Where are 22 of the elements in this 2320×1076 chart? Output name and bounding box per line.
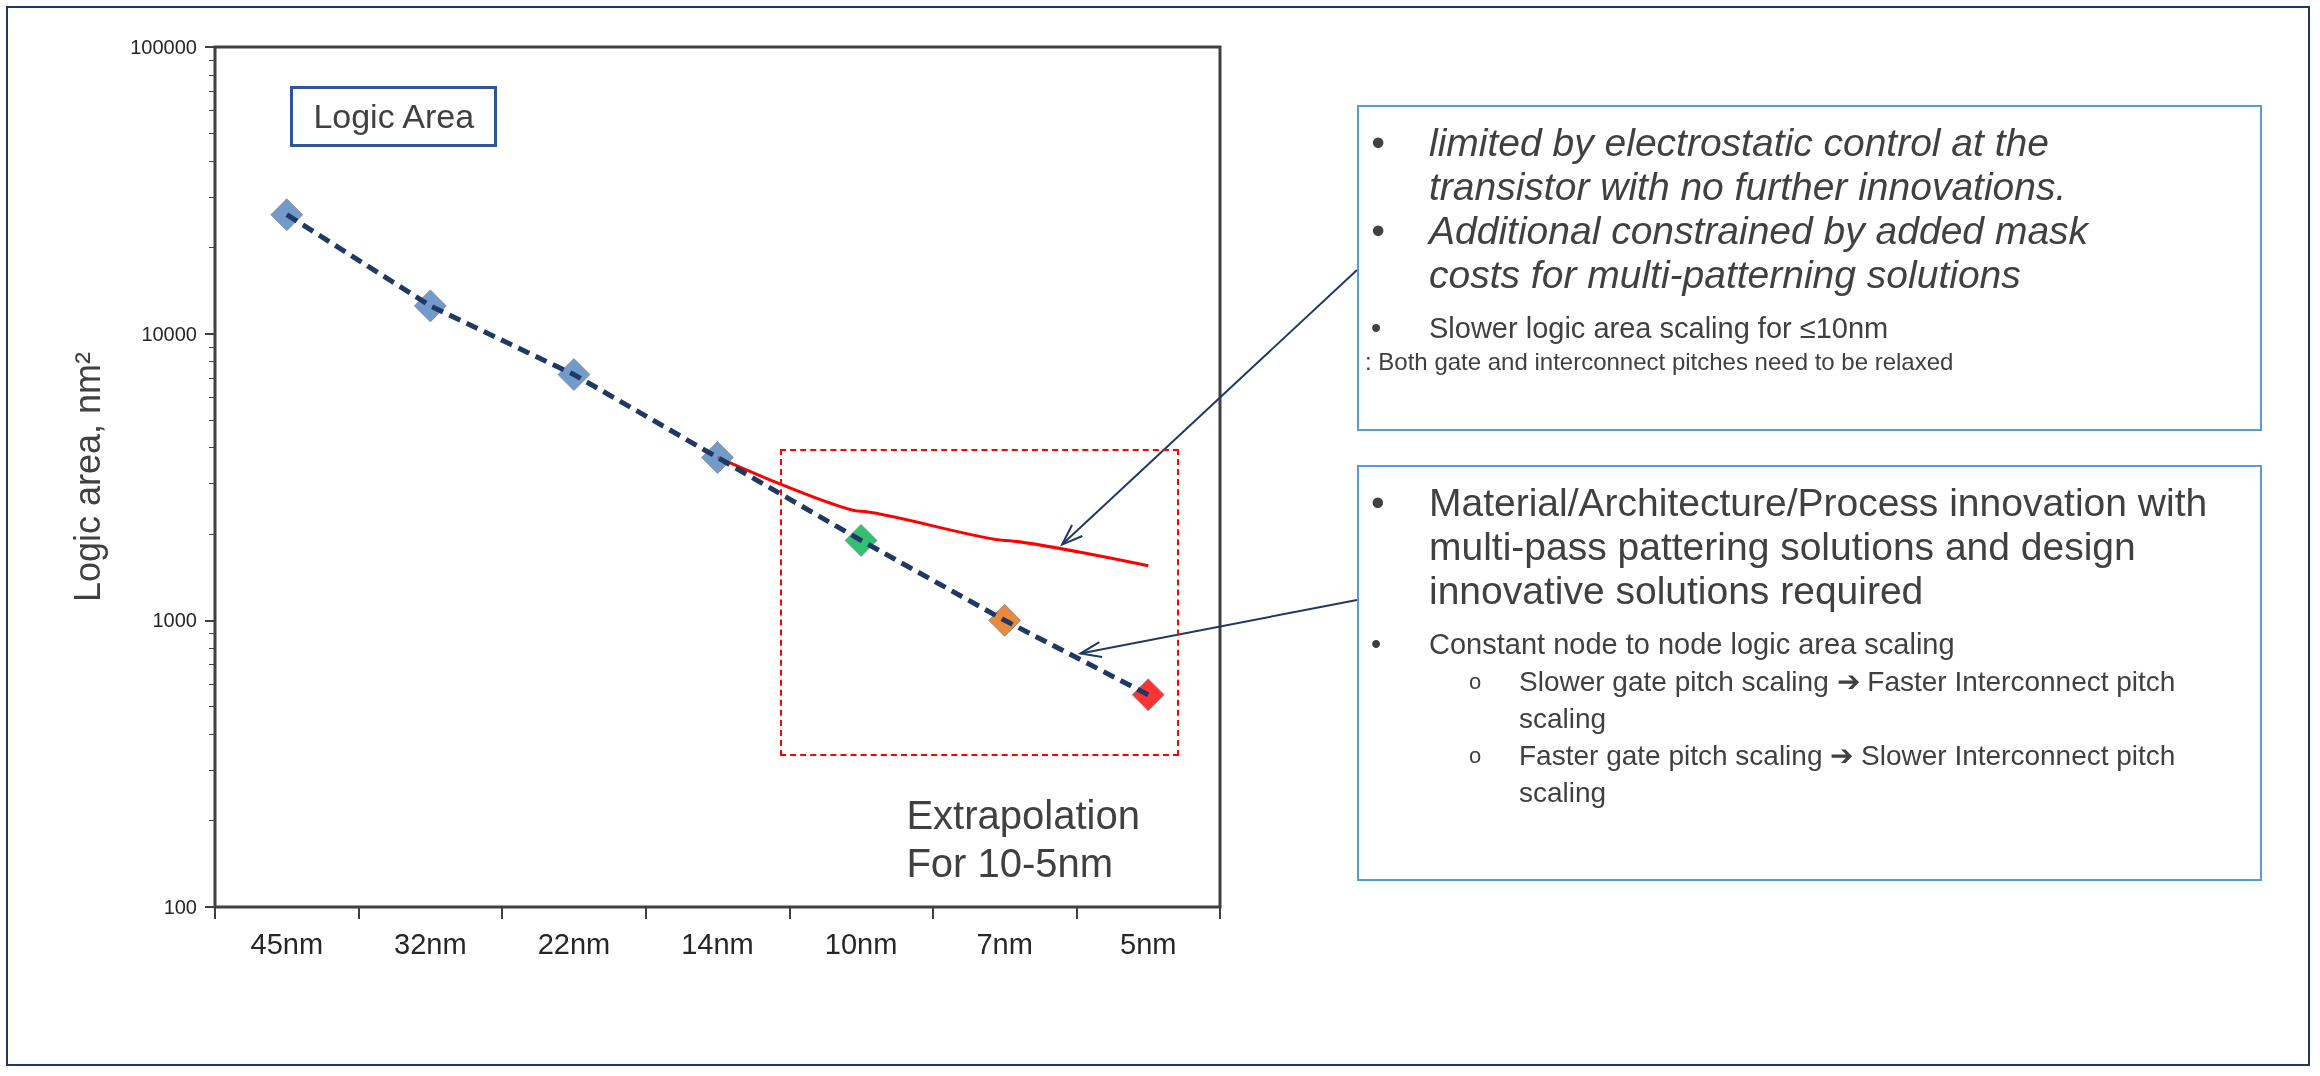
y-tick-label: 100 <box>163 896 197 918</box>
text: : Both gate and interconnect pitches need to be relaxed <box>1365 347 1955 377</box>
y-tick-label: 10000 <box>141 322 197 345</box>
text: • limited by electrostatic control at the transistor with no further innovations. <box>1371 121 2068 209</box>
text: Logic Area <box>290 85 498 147</box>
x-tick-label: 14nm <box>681 927 754 960</box>
x-tick-label: 5nm <box>1120 927 1177 960</box>
y-tick-label: 1000 <box>152 609 197 632</box>
text: o Faster gate pitch scaling ➔ Slower Interconnect pitch scaling <box>1469 740 2176 808</box>
x-tick-label: 10nm <box>824 927 898 960</box>
text: • Material/Architecture/Process innovation with multi-pass pattering solutions and design innovative solutions required <box>1371 481 2209 613</box>
y-tick-label: 100000 <box>130 36 197 58</box>
x-tick-label: 7nm <box>976 927 1033 960</box>
text: • Constant node to node logic area scaling <box>1371 628 1955 660</box>
text: • Additional constrained by added mask costs for multi-patterning solutions <box>1371 209 2091 297</box>
text: o Slower gate pitch scaling ➔ Faster Interconnect pitch scaling <box>1469 666 2176 734</box>
x-tick-label: 32nm <box>394 927 467 960</box>
text: • Slower logic area scaling for ≤10nm <box>1371 312 1889 344</box>
annotation: Extrapolation For 10-5nm <box>906 791 1141 887</box>
x-tick-label: 45nm <box>250 927 324 960</box>
y-axis-title: Logic area, nm² <box>66 351 108 603</box>
x-tick-label: 22nm <box>537 927 611 960</box>
